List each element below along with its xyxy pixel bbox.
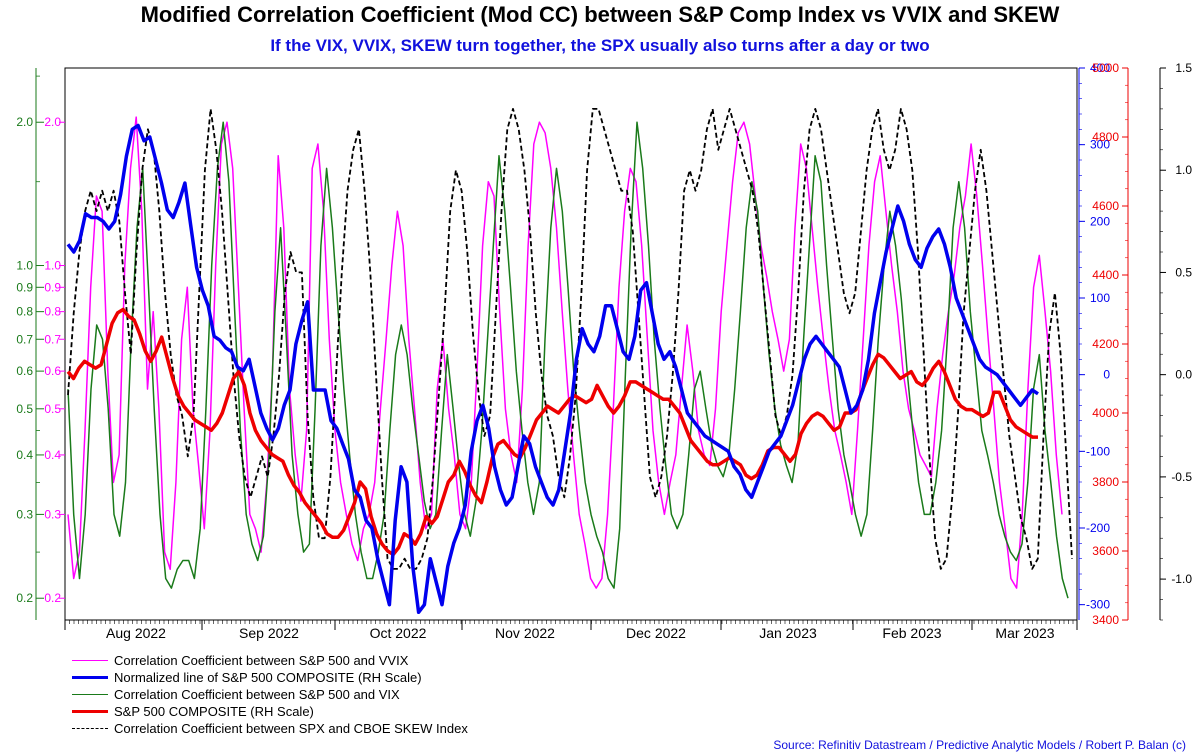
x-tick-label: Feb 2023 — [882, 625, 941, 641]
red-axis-label: 4000 — [1092, 406, 1119, 420]
left-axis-label-magenta: 0.8 — [44, 305, 61, 319]
left-axis-label-magenta: 0.2 — [44, 591, 61, 605]
series-line-4 — [67, 108, 1073, 570]
legend-swatch — [72, 728, 108, 729]
x-tick-label: Nov 2022 — [495, 625, 555, 641]
x-tick-label: Jan 2023 — [759, 625, 817, 641]
left-axis-label-magenta: 0.3 — [44, 507, 61, 521]
left-axis-label-green: 0.7 — [16, 332, 33, 346]
left-axis-label-green: 1.0 — [16, 259, 33, 273]
legend-label: S&P 500 COMPOSITE (RH Scale) — [114, 704, 314, 719]
blue-axis-label: 300 — [1090, 138, 1110, 152]
x-tick-label: Dec 2022 — [626, 625, 686, 641]
x-tick-label: Mar 2023 — [995, 625, 1054, 641]
left-axis-label-magenta: 2.0 — [44, 115, 61, 129]
blue-axis-label: 0 — [1103, 368, 1110, 382]
series-line-2 — [67, 121, 1069, 599]
legend-swatch — [72, 710, 108, 713]
blue-axis-label: -300 — [1086, 598, 1110, 612]
x-tick-label: Oct 2022 — [370, 625, 427, 641]
left-axis-label-green: 0.3 — [16, 507, 33, 521]
chart-subtitle: If the VIX, VVIX, SKEW turn together, th… — [270, 36, 930, 55]
plot-area-frame — [64, 67, 1078, 621]
blue-axis-label: 100 — [1090, 291, 1110, 305]
x-tick-label: Aug 2022 — [106, 625, 166, 641]
red-axis-label: 3600 — [1092, 544, 1119, 558]
red-axis-label: 5000 — [1092, 61, 1119, 75]
legend-item: Correlation Coefficient between SPX and … — [72, 720, 468, 737]
left-axis-label-green: 0.6 — [16, 364, 33, 378]
black-axis-label: -1.0 — [1171, 572, 1192, 586]
legend-item: Correlation Coefficient between S&P 500 … — [72, 652, 468, 669]
red-axis-label: 4600 — [1092, 199, 1119, 213]
left-axis-label-green: 2.0 — [16, 115, 33, 129]
left-axis-label-magenta: 0.6 — [44, 364, 61, 378]
left-axis-label-magenta: 0.9 — [44, 280, 61, 294]
legend-label: Correlation Coefficient between SPX and … — [114, 721, 468, 736]
chart-title: Modified Correlation Coefficient (Mod CC… — [140, 2, 1060, 27]
source-note: Source: Refinitiv Datastream / Predictiv… — [773, 738, 1186, 752]
legend-label: Correlation Coefficient between S&P 500 … — [114, 653, 409, 668]
blue-axis-label: 400 — [1090, 61, 1110, 75]
left-axis-label-magenta: 1.0 — [44, 259, 61, 273]
legend-swatch — [72, 660, 108, 661]
black-axis-label: 0.0 — [1175, 368, 1192, 382]
black-axis-label: 0.5 — [1175, 265, 1192, 279]
red-axis-label: 3800 — [1092, 475, 1119, 489]
legend-swatch — [72, 676, 108, 679]
blue-axis-label: 200 — [1090, 214, 1110, 228]
legend-label: Normalized line of S&P 500 COMPOSITE (RH… — [114, 670, 422, 685]
x-tick-label: Sep 2022 — [239, 625, 299, 641]
series-line-3 — [66, 307, 1038, 557]
left-axis-label-green: 0.2 — [16, 591, 33, 605]
series-line-1 — [66, 123, 1039, 615]
left-axis-label-green: 0.8 — [16, 305, 33, 319]
red-axis-label: 3400 — [1092, 613, 1119, 627]
left-axis-label-magenta: 0.4 — [44, 448, 61, 462]
red-axis-label: 4400 — [1092, 268, 1119, 282]
legend-item: S&P 500 COMPOSITE (RH Scale) — [72, 703, 468, 720]
black-axis-label: 1.0 — [1175, 163, 1192, 177]
legend: Correlation Coefficient between S&P 500 … — [72, 652, 468, 737]
red-axis-label: 4800 — [1092, 130, 1119, 144]
red-axis-label: 4200 — [1092, 337, 1119, 351]
legend-item: Correlation Coefficient between S&P 500 … — [72, 686, 468, 703]
series-line-0 — [67, 116, 1063, 589]
blue-axis-label: -200 — [1086, 521, 1110, 535]
series-layer — [66, 108, 1073, 615]
black-axis-label: 1.5 — [1175, 61, 1192, 75]
blue-axis-label: -100 — [1086, 444, 1110, 458]
left-axis-label-magenta: 0.5 — [44, 402, 61, 416]
left-axis-label-green: 0.5 — [16, 402, 33, 416]
left-axis-label-magenta: 0.7 — [44, 332, 61, 346]
legend-swatch — [72, 694, 108, 695]
legend-item: Normalized line of S&P 500 COMPOSITE (RH… — [72, 669, 468, 686]
black-axis-label: -0.5 — [1171, 470, 1192, 484]
left-axis-label-green: 0.4 — [16, 448, 33, 462]
axes-layer: Aug 2022 Sep 2022 Oct 2022 Nov 2022 Dec 2022… — [16, 61, 1192, 641]
left-axis-label-green: 0.9 — [16, 280, 33, 294]
legend-label: Correlation Coefficient between S&P 500 … — [114, 687, 400, 702]
